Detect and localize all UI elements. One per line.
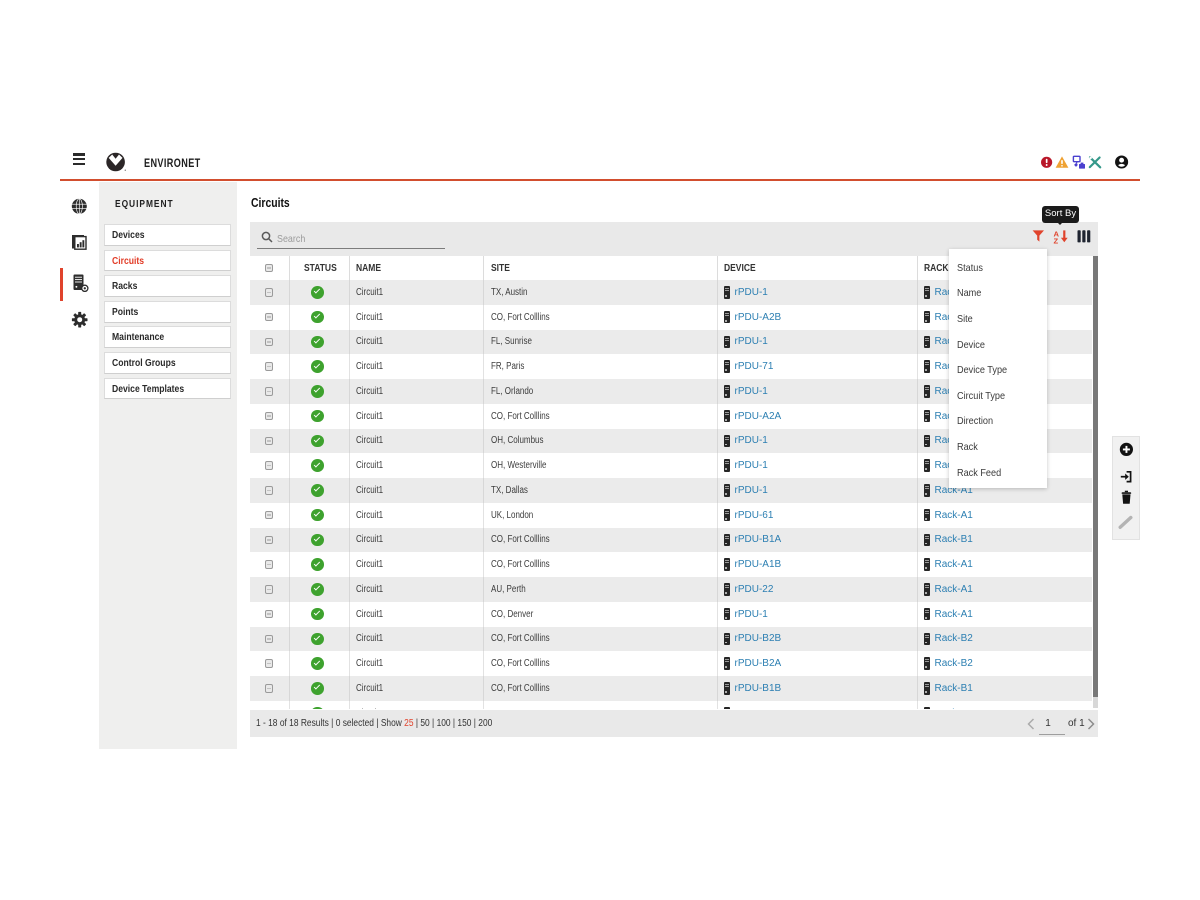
svg-text:A: A <box>1054 229 1060 238</box>
svg-text:Z: Z <box>1054 237 1059 244</box>
